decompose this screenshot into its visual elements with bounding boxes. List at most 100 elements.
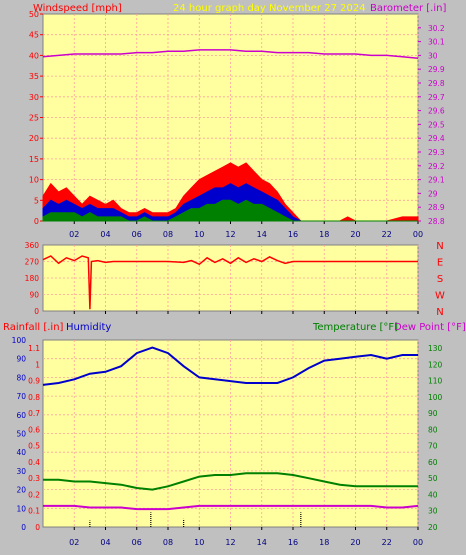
temp-y-tick-label: 130 <box>428 344 443 353</box>
x-tick-label: 22 <box>382 230 392 239</box>
humidity-y-tick-label: 0 <box>21 523 26 532</box>
wind-y-tick-label: 25 <box>29 114 39 123</box>
humidity-y-tick-label: 40 <box>16 448 26 457</box>
baro-y-tick-label: 28.8 <box>428 217 445 226</box>
series-line-humidity <box>42 346 418 386</box>
wind-y-tick-label: 35 <box>29 72 39 81</box>
series-line-direction <box>42 255 418 310</box>
dir-y-tick-label: 90 <box>29 291 39 300</box>
temperature-label: Temperature [°F] <box>312 322 398 333</box>
series-line-dew-point <box>43 504 419 511</box>
wind-y-tick-label: 15 <box>29 155 39 164</box>
x-tick-label: 18 <box>319 538 329 547</box>
compass-label: E <box>437 258 443 269</box>
temp-y-tick-label: 30 <box>428 507 438 516</box>
chart-layer: 02 04 06 08 10 12 14 16 18 20 22 000510152025303540… <box>12 10 445 547</box>
humidity-y-tick-label: 80 <box>16 373 26 382</box>
temp-y-tick-label: 80 <box>428 425 438 434</box>
rain-y-tick-label: 1 <box>35 360 40 369</box>
x-tick-label: 16 <box>288 538 298 547</box>
rain-y-tick-label: 0.5 <box>28 442 40 451</box>
x-tick-label: 18 <box>319 230 329 239</box>
rainfall-label: Rainfall [.in] <box>3 322 64 333</box>
x-tick-label: 02 <box>69 538 79 547</box>
x-tick-label: 02 <box>69 230 79 239</box>
baro-y-tick-label: 29.2 <box>428 162 445 171</box>
dir-y-tick-label: 360 <box>25 241 40 250</box>
wind-y-tick-label: 40 <box>29 51 39 60</box>
temp-y-tick-label: 90 <box>428 409 438 418</box>
baro-y-tick-label: 29.9 <box>428 65 445 74</box>
x-tick-label: 12 <box>225 230 235 239</box>
humidity-y-tick-label: 70 <box>16 392 26 401</box>
x-tick-label: 08 <box>163 538 173 547</box>
rain-y-tick-label: 0 <box>35 523 40 532</box>
x-tick-label: 22 <box>382 538 392 547</box>
rain-y-tick-label: 0.3 <box>28 474 40 483</box>
compass-label: W <box>435 291 445 302</box>
humidity-label: Humidity <box>66 322 111 333</box>
x-tick-label: 10 <box>194 230 204 239</box>
x-tick-label: 00 <box>413 230 423 239</box>
x-tick-label: 14 <box>257 538 267 547</box>
x-tick-label: 04 <box>100 230 110 239</box>
series-line-temperature <box>43 472 418 491</box>
temp-y-tick-label: 70 <box>428 442 438 451</box>
dir-y-tick-label: 180 <box>25 274 40 283</box>
graph-title: 24 hour graph day November 27 2024 <box>173 3 366 14</box>
baro-y-tick-label: 29.6 <box>428 107 445 116</box>
x-tick-label: 20 <box>350 230 360 239</box>
humidity-y-tick-label: 30 <box>16 467 26 476</box>
baro-y-tick-label: 29 <box>428 189 438 198</box>
baro-y-tick-label: 28.9 <box>428 203 445 212</box>
temp-y-tick-label: 120 <box>428 360 443 369</box>
rain-y-tick-label: 0.1 <box>28 507 40 516</box>
x-tick-label: 10 <box>194 538 204 547</box>
rain-y-tick-label: 0.7 <box>28 409 40 418</box>
baro-y-tick-label: 29.3 <box>428 148 445 157</box>
temp-y-tick-label: 50 <box>428 474 438 483</box>
baro-y-tick-label: 30.1 <box>428 38 445 47</box>
baro-y-tick-label: 29.4 <box>428 134 445 143</box>
humidity-y-tick-label: 60 <box>16 411 26 420</box>
x-tick-label: 06 <box>132 538 142 547</box>
dir-y-tick-label: 0 <box>34 307 39 316</box>
humidity-y-tick-label: 10 <box>16 504 26 513</box>
x-tick-label: 04 <box>100 538 110 547</box>
humidity-y-tick-label: 90 <box>16 355 26 364</box>
rain-y-tick-label: 0.9 <box>28 377 40 386</box>
baro-y-tick-label: 29.5 <box>428 120 445 129</box>
rain-y-tick-label: 0.2 <box>28 490 40 499</box>
humidity-y-tick-label: 50 <box>16 430 26 439</box>
dewpoint-label: Dew Point [°F] <box>394 322 466 333</box>
wind-y-tick-label: 0 <box>34 217 39 226</box>
dir-y-tick-label: 270 <box>25 258 40 267</box>
wind-y-tick-label: 10 <box>29 176 39 185</box>
rain-y-tick-label: 0.6 <box>28 425 40 434</box>
barometer-label: Barometer [.in] <box>370 3 446 14</box>
compass-label: S <box>437 274 443 285</box>
temp-y-tick-label: 60 <box>428 458 438 467</box>
rain-y-tick-label: 1.1 <box>28 344 40 353</box>
baro-y-tick-label: 29.8 <box>428 79 445 88</box>
rain-y-tick-label: 0.8 <box>28 393 40 402</box>
compass-label: N <box>436 241 443 252</box>
x-tick-label: 08 <box>163 230 173 239</box>
wind-y-tick-label: 50 <box>29 10 39 19</box>
baro-y-tick-label: 29.7 <box>428 93 445 102</box>
temp-y-tick-label: 110 <box>428 377 443 386</box>
x-tick-label: 20 <box>350 538 360 547</box>
humidity-y-tick-label: 100 <box>12 336 27 345</box>
series-line-barometer <box>42 49 419 59</box>
baro-y-tick-label: 30 <box>428 51 438 60</box>
baro-y-tick-label: 30.2 <box>428 24 445 33</box>
wind-y-tick-label: 20 <box>29 134 39 143</box>
temp-y-tick-label: 100 <box>428 393 443 402</box>
baro-y-tick-label: 29.1 <box>428 176 445 185</box>
wind-y-tick-label: 5 <box>34 196 39 205</box>
x-tick-label: 16 <box>288 230 298 239</box>
wind-y-tick-label: 45 <box>29 31 39 40</box>
rain-y-tick-label: 0.4 <box>28 458 40 467</box>
